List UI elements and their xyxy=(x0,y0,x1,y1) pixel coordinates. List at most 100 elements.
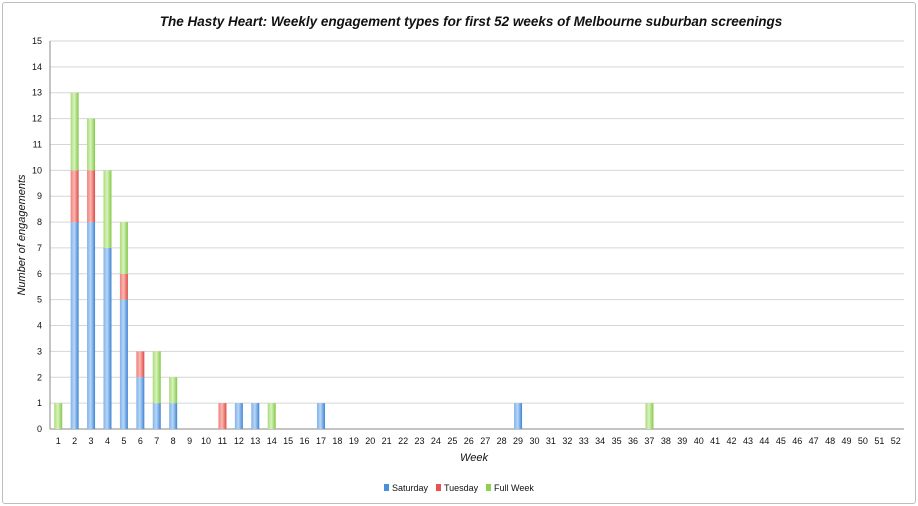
bar-saturday-week-4 xyxy=(103,247,112,429)
x-tick-label: 13 xyxy=(250,436,260,446)
x-tick-label: 27 xyxy=(480,436,490,446)
y-tick-label: 10 xyxy=(32,165,42,175)
y-tick-label: 12 xyxy=(32,114,42,124)
bar-full-week-week-8 xyxy=(169,377,178,404)
x-tick-label: 10 xyxy=(201,436,211,446)
x-tick-label: 1 xyxy=(56,436,61,446)
bar-saturday-week-12 xyxy=(234,403,243,429)
y-tick-label: 15 xyxy=(32,36,42,46)
x-tick-label: 9 xyxy=(187,436,192,446)
bar-saturday-week-5 xyxy=(119,299,128,429)
x-tick-label: 32 xyxy=(562,436,572,446)
x-tick-label: 5 xyxy=(121,436,126,446)
legend-label: Saturday xyxy=(392,483,429,493)
x-tick-label: 41 xyxy=(710,436,720,446)
x-tick-label: 30 xyxy=(529,436,539,446)
x-tick-label: 42 xyxy=(727,436,737,446)
y-tick-label: 11 xyxy=(33,139,42,149)
x-tick-label: 22 xyxy=(398,436,408,446)
x-tick-label: 48 xyxy=(825,436,835,446)
x-tick-label: 14 xyxy=(267,436,277,446)
x-tick-label: 20 xyxy=(365,436,375,446)
x-tick-label: 3 xyxy=(89,436,94,446)
x-axis-label: Week xyxy=(460,452,488,464)
legend-swatch xyxy=(384,484,389,491)
bar-saturday-week-3 xyxy=(87,222,96,429)
bar-full-week-week-5 xyxy=(119,222,128,274)
legend-label: Full Week xyxy=(494,483,534,493)
bars xyxy=(54,92,654,429)
y-tick-label: 8 xyxy=(37,217,42,227)
bar-saturday-week-17 xyxy=(316,403,325,429)
x-tick-label: 4 xyxy=(105,436,110,446)
x-tick-label: 51 xyxy=(874,436,884,446)
y-tick-label: 13 xyxy=(32,88,42,98)
legend-swatch xyxy=(436,484,441,491)
x-tick-label: 45 xyxy=(776,436,786,446)
bar-tuesday-week-11 xyxy=(218,403,227,429)
x-tick-label: 25 xyxy=(447,436,457,446)
bar-saturday-week-13 xyxy=(251,403,260,429)
bar-full-week-week-7 xyxy=(152,351,161,404)
x-tick-label: 38 xyxy=(661,436,671,446)
legend: Saturday Tuesday Full Week xyxy=(384,483,534,493)
x-tick-label: 6 xyxy=(138,436,143,446)
bar-tuesday-week-5 xyxy=(119,273,128,300)
x-tick-label: 24 xyxy=(431,436,441,446)
x-tick-label: 36 xyxy=(628,436,638,446)
bar-saturday-week-8 xyxy=(169,403,178,429)
x-tick-label: 44 xyxy=(759,436,769,446)
chart-title: The Hasty Heart: Weekly engagement types… xyxy=(160,14,783,29)
bar-saturday-week-7 xyxy=(152,403,161,429)
bar-saturday-week-2 xyxy=(70,222,79,429)
y-tick-label: 4 xyxy=(37,321,42,331)
x-tick-label: 12 xyxy=(234,436,244,446)
x-tick-label: 21 xyxy=(382,436,392,446)
bar-full-week-week-37 xyxy=(645,403,654,429)
x-tick-label: 23 xyxy=(415,436,425,446)
x-tick-label: 7 xyxy=(154,436,159,446)
x-tick-label: 34 xyxy=(595,436,605,446)
x-tick-label: 37 xyxy=(644,436,654,446)
x-tick-label: 29 xyxy=(513,436,523,446)
x-tick-label: 16 xyxy=(300,436,310,446)
x-tick-label: 40 xyxy=(694,436,704,446)
bar-saturday-week-29 xyxy=(514,403,523,429)
x-tick-labels: 1 2 3 4 5 6 7 8 9 10 11 12 13 14 15 16 17 18 19 20 21 22 23 24 2… xyxy=(56,436,901,446)
legend-label: Tuesday xyxy=(444,483,479,493)
y-axis-label: Number of engagements xyxy=(16,174,28,296)
gridlines xyxy=(49,40,904,430)
y-tick-label: 9 xyxy=(37,191,42,201)
y-tick-label: 5 xyxy=(37,295,42,305)
bar-tuesday-week-6 xyxy=(136,351,145,378)
x-tick-label: 11 xyxy=(218,436,227,446)
y-tick-label: 0 xyxy=(37,424,42,434)
x-tick-label: 28 xyxy=(497,436,507,446)
x-tick-label: 15 xyxy=(283,436,293,446)
x-tick-label: 26 xyxy=(464,436,474,446)
x-tick-label: 17 xyxy=(316,436,326,446)
bar-saturday-week-6 xyxy=(136,377,145,429)
x-tick-label: 31 xyxy=(546,436,556,446)
x-tick-label: 19 xyxy=(349,436,359,446)
bar-tuesday-week-3 xyxy=(87,170,96,223)
x-tick-label: 46 xyxy=(792,436,802,446)
bar-full-week-week-2 xyxy=(70,92,79,171)
bar-full-week-week-1 xyxy=(54,403,63,429)
y-tick-label: 7 xyxy=(37,243,42,253)
x-tick-label: 52 xyxy=(891,436,901,446)
x-tick-label: 33 xyxy=(579,436,589,446)
legend-swatch xyxy=(486,484,491,491)
y-tick-label: 1 xyxy=(37,398,42,408)
y-tick-label: 14 xyxy=(32,62,42,72)
x-tick-label: 43 xyxy=(743,436,753,446)
x-tick-label: 18 xyxy=(332,436,342,446)
x-tick-label: 49 xyxy=(842,436,852,446)
bar-full-week-week-4 xyxy=(103,170,112,248)
x-tick-label: 2 xyxy=(72,436,77,446)
bar-full-week-week-3 xyxy=(87,118,96,171)
x-tick-label: 47 xyxy=(809,436,819,446)
x-tick-label: 8 xyxy=(171,436,176,446)
